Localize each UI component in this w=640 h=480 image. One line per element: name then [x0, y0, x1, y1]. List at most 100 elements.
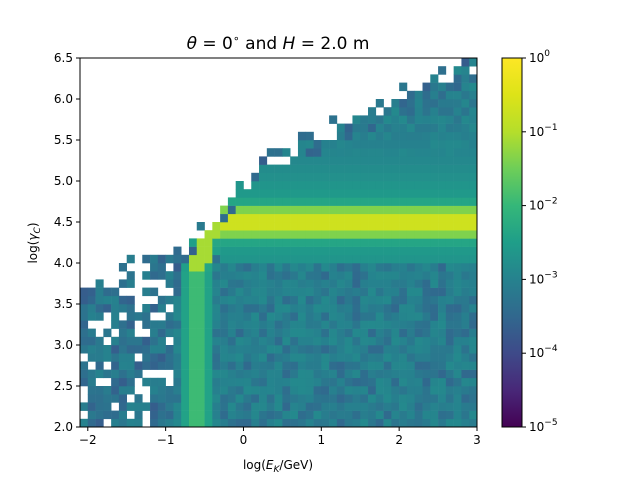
heatmap-cell [406, 369, 416, 379]
heatmap-cell [399, 181, 408, 190]
heatmap-cell [173, 312, 182, 321]
heatmap-cell [391, 295, 400, 305]
heatmap-cell [383, 107, 392, 116]
heatmap-cell [313, 189, 322, 198]
heatmap-cell [235, 279, 244, 288]
y-axis-label: log(γC) [26, 222, 43, 263]
heatmap-cell [243, 222, 252, 231]
heatmap-cell [352, 295, 361, 305]
heatmap-cell [188, 353, 198, 362]
heatmap-cell [111, 287, 120, 297]
heatmap-cell [282, 205, 291, 215]
heatmap-cell [399, 287, 408, 297]
heatmap-cell [414, 279, 423, 288]
heatmap-cell [422, 377, 431, 387]
heatmap-cell [243, 328, 252, 338]
heatmap-cell [150, 271, 159, 280]
heatmap-cell [220, 238, 229, 247]
heatmap-cell [290, 205, 299, 215]
heatmap-cell [383, 328, 392, 338]
heatmap-cell [297, 197, 307, 206]
heatmap-cell [329, 394, 338, 403]
heatmap-cell [243, 361, 252, 370]
heatmap-cell [391, 279, 400, 288]
heatmap-cell [188, 263, 198, 272]
heatmap-cell [259, 164, 268, 174]
heatmap-cell [352, 172, 361, 182]
heatmap-cell [243, 213, 252, 223]
heatmap-cell [336, 295, 345, 305]
x-tick-label: 0 [240, 433, 248, 447]
heatmap-cell [469, 140, 478, 149]
heatmap-cell [445, 345, 454, 354]
heatmap-cell [282, 197, 291, 206]
heatmap-cell [414, 164, 423, 174]
heatmap-cell [461, 279, 470, 288]
heatmap-cell [297, 345, 307, 354]
heatmap-cell [80, 287, 89, 297]
heatmap-cell [453, 238, 462, 247]
heatmap-cell [399, 377, 408, 387]
heatmap-cell [259, 238, 268, 247]
heatmap-cell [461, 140, 470, 149]
heatmap-cell [375, 246, 384, 256]
heatmap-cell [344, 140, 353, 149]
heatmap-cell [445, 148, 454, 157]
heatmap-cell [173, 410, 182, 420]
heatmap-cell [95, 279, 104, 288]
heatmap-cell [438, 82, 447, 92]
heatmap-cell [430, 140, 439, 149]
heatmap-cell [282, 320, 291, 329]
heatmap-cell [430, 353, 439, 362]
heatmap-cell [87, 410, 96, 420]
heatmap-cell [266, 320, 275, 329]
heatmap-cell [406, 353, 416, 362]
heatmap-cell [422, 328, 431, 338]
x-axis: −2 −1 0 1 2 3 [79, 427, 481, 447]
heatmap-cell [453, 394, 462, 403]
y-tick-label: 2.0 [54, 420, 73, 434]
heatmap-cell [126, 402, 135, 411]
heatmap-cell [181, 369, 190, 379]
heatmap-cell [344, 172, 353, 182]
heatmap-cell [173, 345, 182, 354]
heatmap-cell [103, 295, 112, 305]
heatmap-cell [297, 140, 307, 149]
heatmap-cell [173, 304, 182, 313]
heatmap-cell [445, 271, 454, 280]
heatmap-cell [212, 263, 221, 272]
heatmap-cell [352, 402, 361, 411]
heatmap-cell [360, 238, 369, 247]
heatmap-cell [414, 320, 423, 329]
heatmap-cell [251, 394, 260, 403]
heatmap-cell [251, 361, 260, 370]
heatmap-cell [305, 369, 314, 379]
heatmap-cell [212, 279, 221, 288]
heatmap-cell [383, 140, 392, 149]
heatmap-cell [399, 295, 408, 305]
heatmap-cell [329, 222, 338, 231]
heatmap-cell [383, 238, 392, 247]
heatmap-cell [188, 271, 198, 280]
heatmap-cell [243, 263, 252, 272]
heatmap-cell [251, 336, 260, 346]
heatmap-cell [329, 189, 338, 198]
heatmap-cell [196, 369, 205, 379]
heatmap-cell [212, 418, 221, 428]
heatmap-cell [251, 295, 260, 305]
heatmap-cell [321, 172, 330, 182]
heatmap-cell [220, 254, 229, 264]
heatmap-cell [274, 172, 283, 182]
heatmap-cell [399, 394, 408, 403]
heatmap-cell [375, 156, 384, 165]
heatmap-cell [445, 99, 454, 108]
heatmap-cell [391, 131, 400, 141]
heatmap-cell [453, 263, 462, 272]
heatmap-cell [399, 82, 408, 92]
heatmap-cell [352, 353, 361, 362]
heatmap-cell [360, 418, 369, 428]
heatmap-cell [157, 336, 166, 346]
heatmap-cell [173, 361, 182, 370]
heatmap-cell [469, 402, 478, 411]
heatmap-cell [368, 402, 377, 411]
